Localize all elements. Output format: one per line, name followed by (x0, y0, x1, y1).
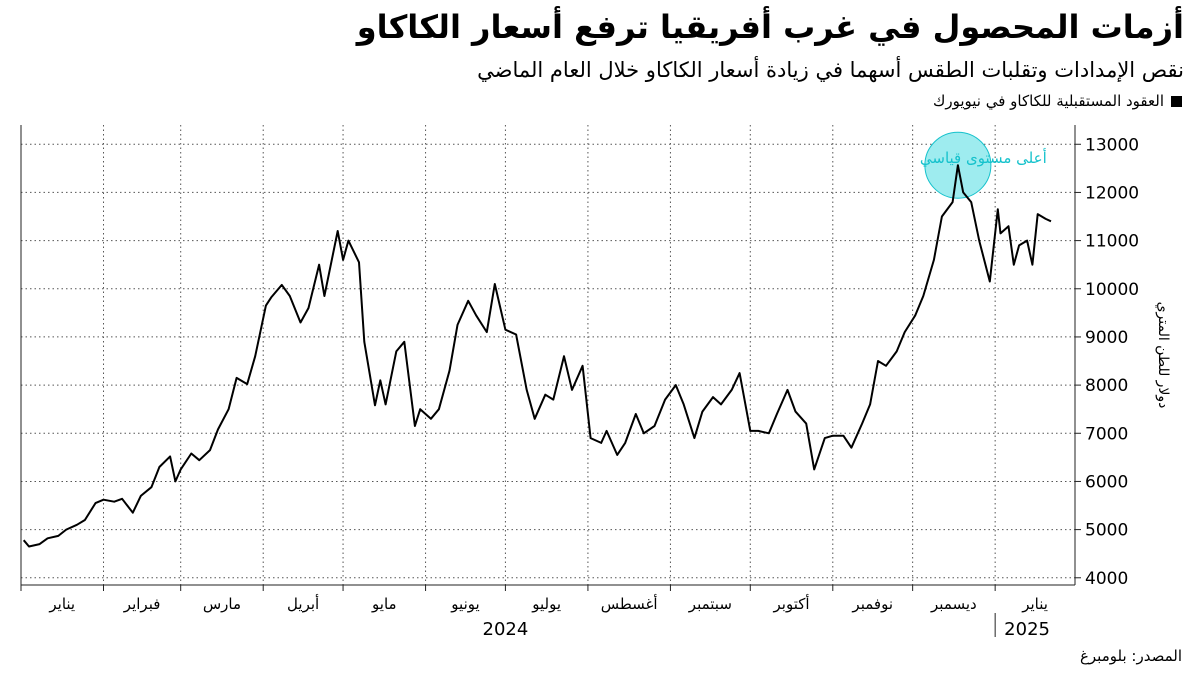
y-tick-label: 5000 (1085, 521, 1128, 541)
month-label: أغسطس (601, 594, 658, 613)
source-note: المصدر: بلومبرغ (1079, 647, 1182, 665)
y-tick-label: 9000 (1085, 328, 1128, 348)
series-line (22, 164, 1052, 548)
y-tick-label: 10000 (1085, 280, 1139, 300)
chart-subtitle: نقص الإمدادات وتقلبات الطقس أسهما في زيا… (477, 58, 1184, 82)
y-tick-label: 6000 (1085, 472, 1128, 492)
legend: العقود المستقبلية للكاكاو في نيويورك (933, 92, 1182, 110)
year-label: 2025 (1004, 619, 1050, 640)
month-label: أبريل (287, 594, 319, 613)
y-tick-label: 12000 (1085, 183, 1139, 203)
month-label: نوفمبر (851, 595, 893, 613)
legend-swatch (1171, 95, 1182, 107)
month-label: أكتوبر (773, 594, 810, 613)
month-label: يوليو (531, 595, 561, 613)
y-tick-label: 8000 (1085, 376, 1128, 396)
month-label: سبتمبر (688, 595, 732, 613)
month-label: مارس (203, 595, 241, 613)
y-tick-label: 7000 (1085, 424, 1128, 444)
y-tick-label: 11000 (1085, 232, 1139, 252)
month-label: يناير (1021, 595, 1048, 613)
record-high-label: أعلى مستوى قياسي (920, 148, 1047, 168)
month-label: ديسمبر (930, 595, 977, 613)
chart-title: أزمات المحصول في غرب أفريقيا ترفع أسعار … (356, 8, 1184, 46)
month-label: يناير (48, 595, 75, 613)
month-label: يونيو (450, 595, 479, 613)
month-label: فبراير (123, 595, 161, 613)
y-axis-title: دولار للطن المتري (1155, 302, 1171, 409)
month-label: مايو (371, 595, 397, 613)
y-tick-label: 13000 (1085, 135, 1139, 155)
year-label: 2024 (483, 619, 529, 640)
y-tick-label: 4000 (1085, 569, 1128, 589)
legend-label: العقود المستقبلية للكاكاو في نيويورك (932, 92, 1164, 110)
